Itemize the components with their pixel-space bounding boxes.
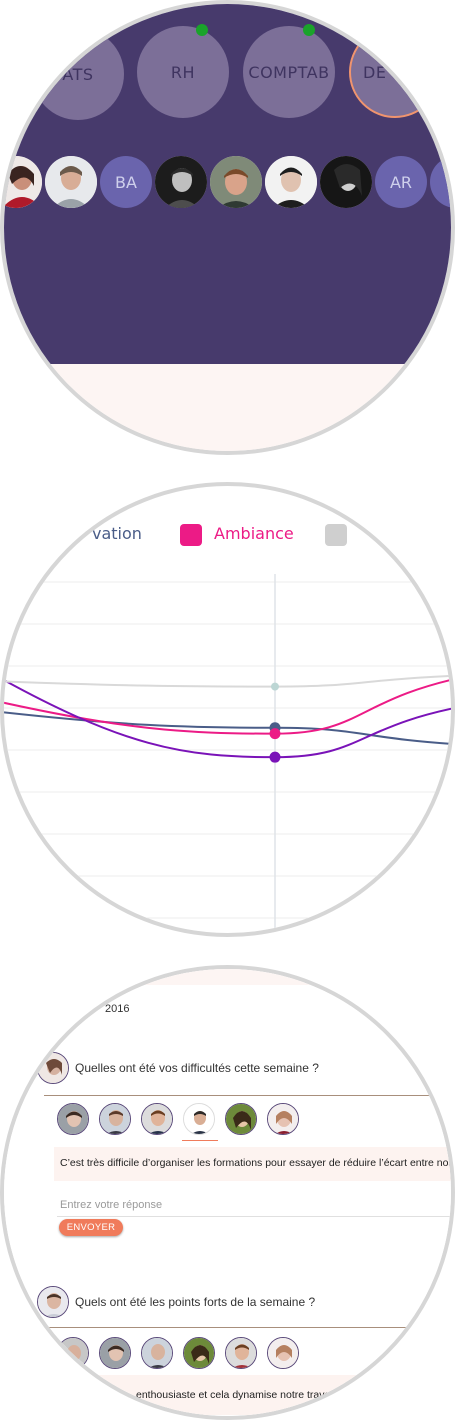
department-label: ATS [62, 64, 94, 84]
legend-swatch-other[interactable] [325, 524, 347, 546]
respondent-avatar-selected[interactable] [183, 1103, 215, 1135]
person-photo-icon [268, 1104, 298, 1134]
question-author-avatar [37, 1286, 69, 1318]
team-member-avatar[interactable] [320, 156, 372, 208]
member-initials: AR [389, 172, 413, 192]
person-photo-icon [100, 1338, 130, 1368]
team-member-initials-ba[interactable]: BA [100, 156, 152, 208]
respondent-avatar[interactable] [141, 1337, 173, 1369]
question-title: Quels ont été les points forts de la sem… [75, 1295, 316, 1309]
member-initials: BA [115, 172, 137, 192]
person-photo-icon [45, 156, 97, 208]
person-photo-icon [184, 1104, 214, 1134]
series-line-2 [4, 678, 451, 759]
person-photo-icon [142, 1338, 172, 1368]
team-member-avatar[interactable] [210, 156, 262, 208]
respondent-avatar[interactable] [225, 1103, 257, 1135]
series-point-3[interactable] [271, 682, 279, 691]
team-member-avatar[interactable] [4, 156, 42, 208]
legend-swatch-ambiance[interactable] [180, 524, 202, 546]
respondent-avatar[interactable] [141, 1103, 173, 1135]
respondent-avatar[interactable] [267, 1337, 299, 1369]
person-photo-icon [58, 1104, 88, 1134]
person-photo-icon [226, 1338, 256, 1368]
team-member-initials[interactable] [430, 156, 451, 208]
question-author-avatar [37, 1052, 69, 1084]
feedback-panel: 2016 Quelles ont été vos difficultés cet… [0, 965, 455, 1420]
respondent-avatar[interactable] [99, 1337, 131, 1369]
person-photo-icon [142, 1104, 172, 1134]
department-label: RH [170, 62, 196, 82]
respondent-avatar[interactable] [183, 1337, 215, 1369]
team-member-initials-ar[interactable]: AR [375, 156, 427, 208]
legend-label-motivation: vation [92, 524, 142, 543]
person-photo-icon [38, 1053, 68, 1083]
respondent-avatar[interactable] [267, 1103, 299, 1135]
answer-text: enthousiaste et cela dynamise notre trav… [54, 1375, 451, 1415]
answer-text: C’est très difficile d’organiser les for… [54, 1147, 451, 1181]
person-photo-icon [265, 156, 317, 208]
question-divider [44, 1327, 451, 1328]
department-bubble-rh[interactable]: RH [137, 26, 229, 118]
department-bubble-comptab[interactable]: COMPTAB [243, 26, 335, 118]
person-photo-icon [268, 1338, 298, 1368]
team-member-avatar[interactable] [155, 156, 207, 208]
reply-input-underline [57, 1216, 451, 1217]
respondent-avatar[interactable] [57, 1103, 89, 1135]
line-chart [4, 574, 451, 933]
person-photo-icon [210, 156, 262, 208]
team-member-avatar[interactable] [265, 156, 317, 208]
department-label: DE [363, 62, 387, 82]
legend-label-ambiance: Ambiance [214, 524, 294, 543]
online-status-dot [303, 24, 315, 36]
question-title: Quelles ont été vos difficultés cette se… [75, 1061, 319, 1075]
date-label: 2016 [105, 1003, 130, 1015]
person-photo-icon [320, 156, 372, 208]
series-line-3 [4, 674, 451, 688]
department-bubble-achats[interactable]: ATS [32, 28, 124, 120]
department-bubble-dev[interactable]: DE [349, 26, 441, 118]
respondent-avatar[interactable] [99, 1103, 131, 1135]
person-photo-icon [38, 1287, 68, 1317]
reply-input[interactable]: Entrez votre réponse [60, 1199, 163, 1211]
question-divider [44, 1095, 451, 1096]
respondent-avatar[interactable] [225, 1337, 257, 1369]
department-label: COMPTAB [248, 62, 330, 82]
person-photo-icon [100, 1104, 130, 1134]
top-strip [4, 969, 451, 985]
person-photo-icon [184, 1338, 214, 1368]
chart-grid [4, 574, 451, 933]
team-selector-panel: ATS RH COMPTAB DE BA AR [0, 0, 455, 455]
send-button-label: ENVOYER [66, 1222, 116, 1233]
person-photo-icon [155, 156, 207, 208]
chart-points [269, 682, 281, 763]
respondent-avatar[interactable] [57, 1337, 89, 1369]
person-photo-icon [58, 1338, 88, 1368]
selected-respondent-indicator [182, 1140, 218, 1141]
chart-series [4, 674, 451, 759]
team-member-avatar[interactable] [45, 156, 97, 208]
online-status-dot [196, 24, 208, 36]
mood-chart-panel: vation Ambiance [0, 482, 455, 937]
series-point-2[interactable] [269, 751, 281, 763]
person-photo-icon [226, 1104, 256, 1134]
send-button[interactable]: ENVOYER [59, 1219, 123, 1236]
series-point-1[interactable] [269, 728, 281, 740]
content-background [4, 364, 451, 451]
